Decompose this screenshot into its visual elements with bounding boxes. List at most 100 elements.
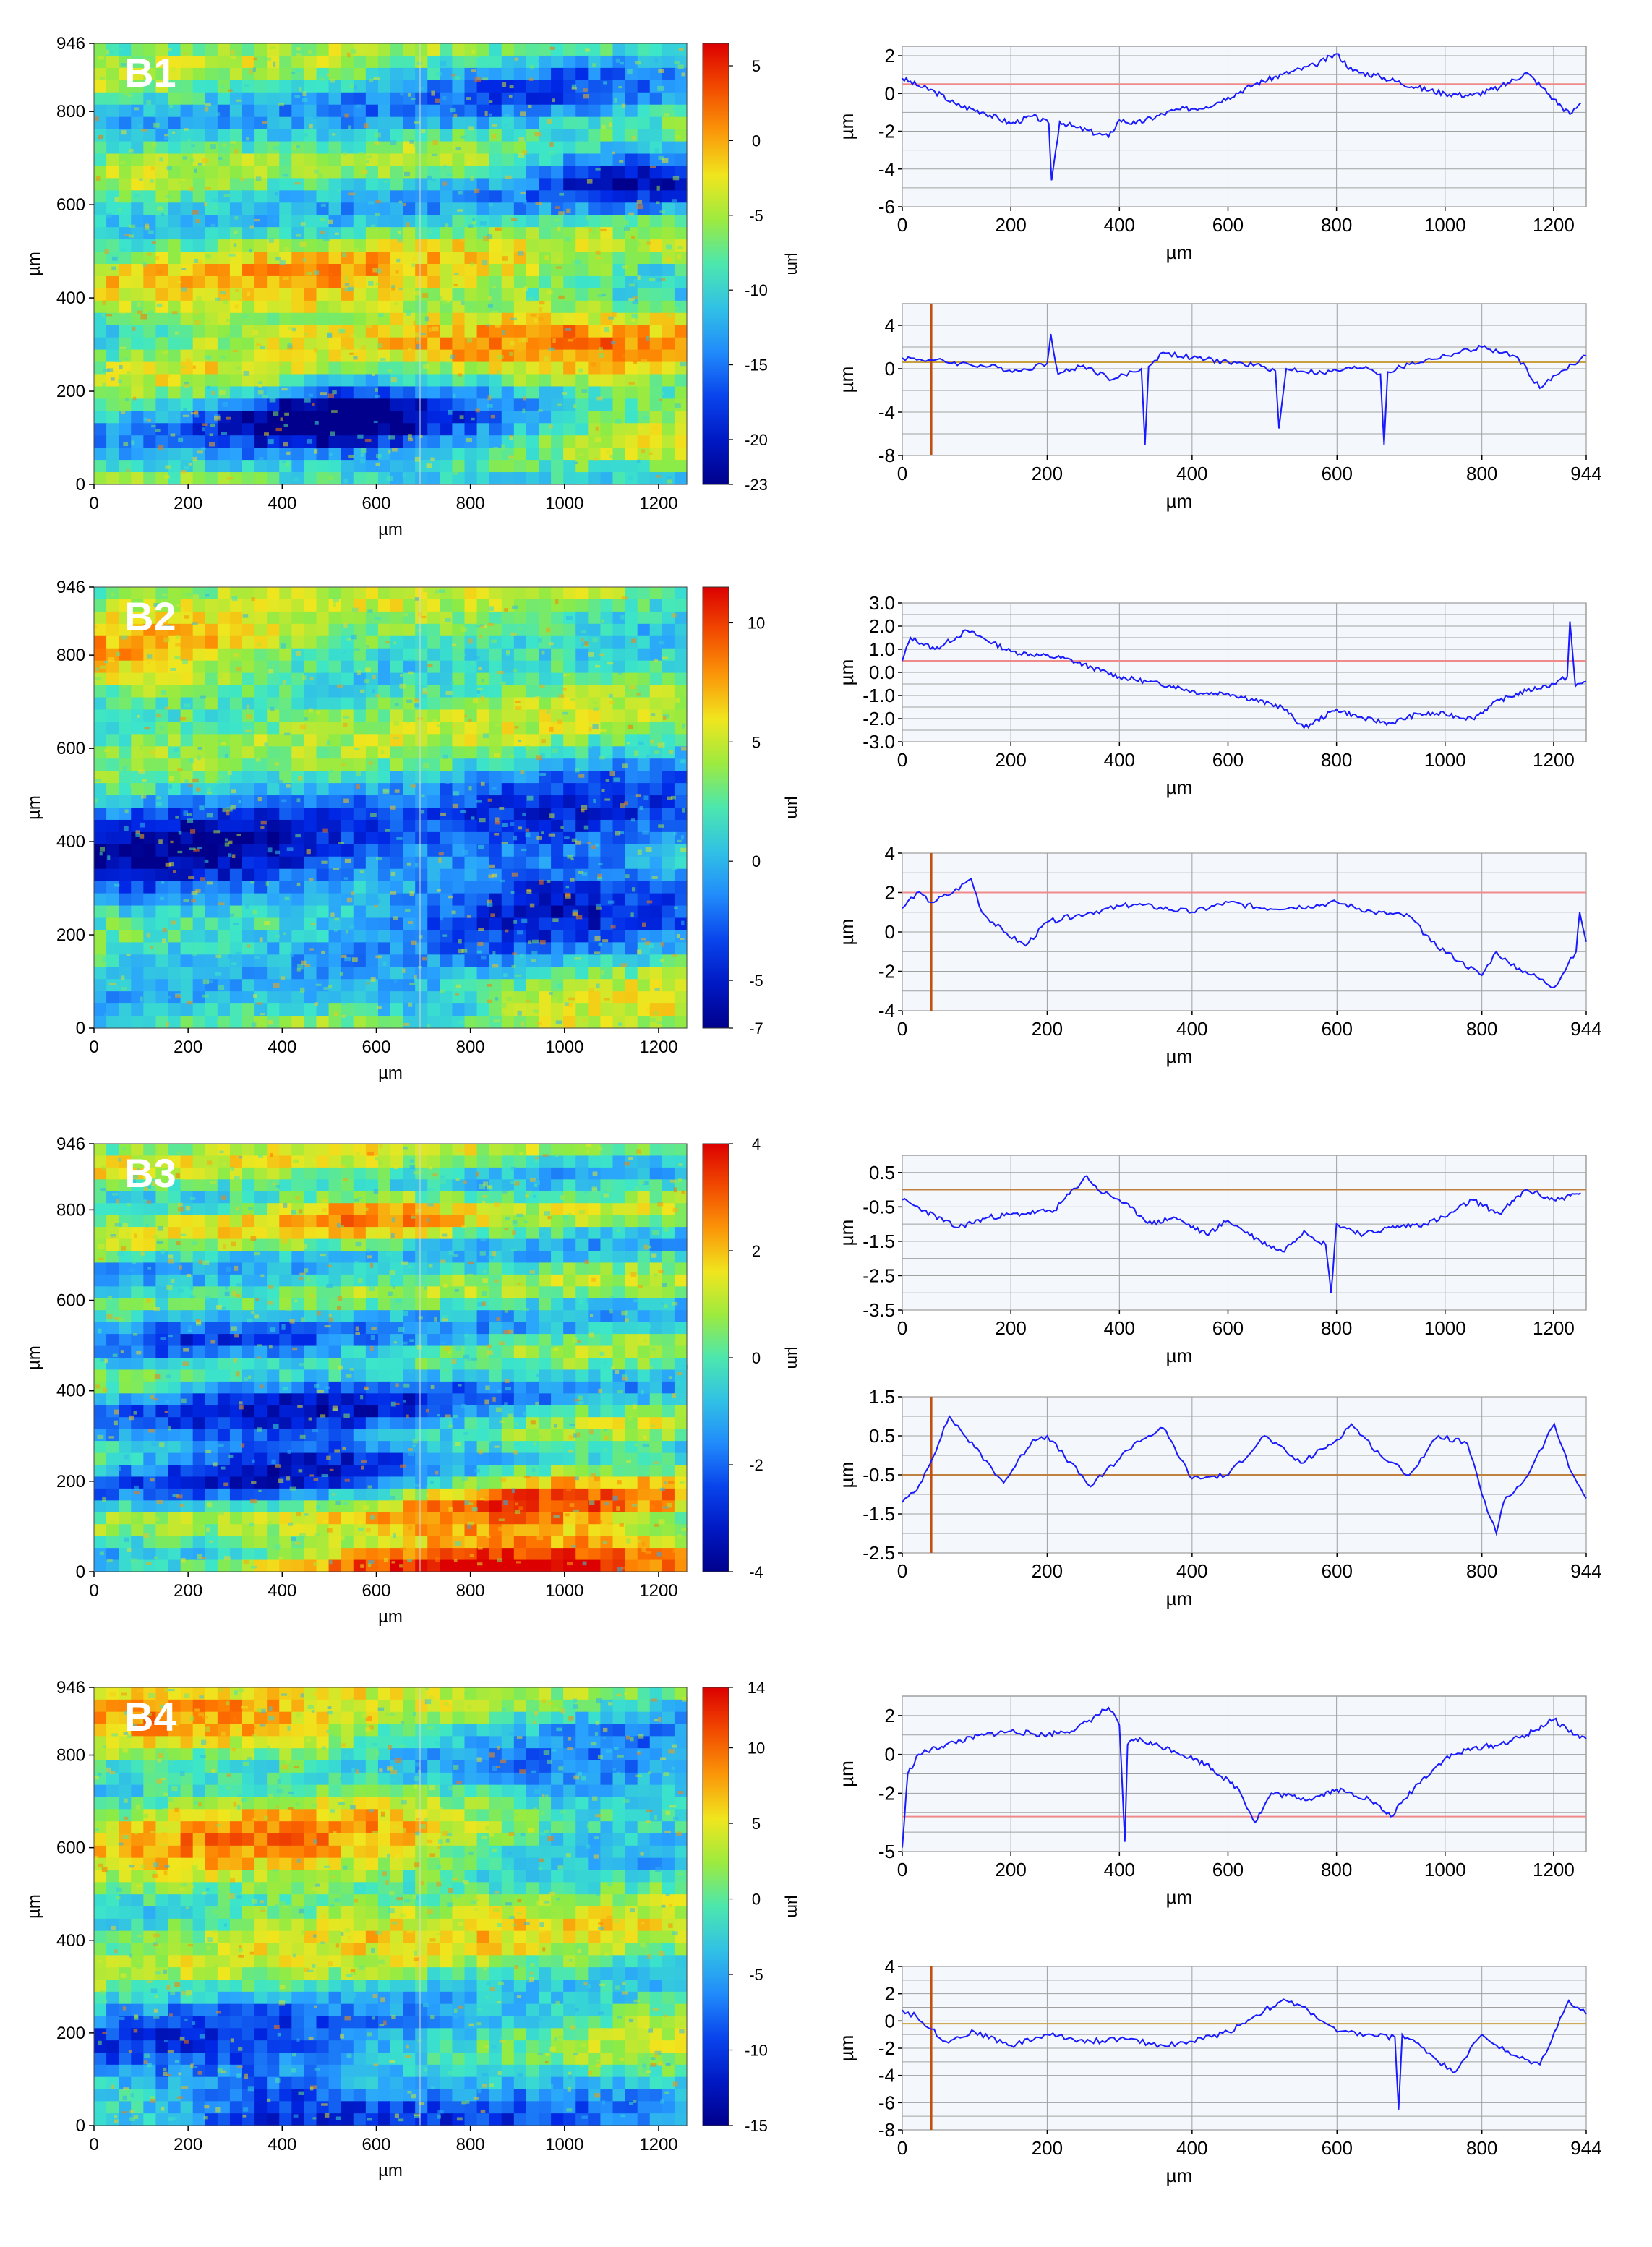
map-cell <box>229 1016 243 1029</box>
map-cell <box>353 905 367 919</box>
map-cell <box>205 129 218 142</box>
map-cell <box>662 349 675 363</box>
map-speckle <box>567 673 570 676</box>
map-speckle <box>306 849 311 855</box>
map-cell <box>539 361 552 375</box>
map-cell <box>476 129 490 142</box>
map-cell <box>217 905 231 919</box>
map-speckle <box>453 472 458 475</box>
map-cell <box>452 893 466 907</box>
map-speckle <box>513 920 518 924</box>
map-cell <box>229 844 243 857</box>
map-speckle <box>594 936 601 941</box>
map-cell <box>551 104 564 118</box>
map-cell <box>526 435 539 448</box>
map-speckle <box>598 942 602 946</box>
map-cell <box>513 202 527 215</box>
map-speckle <box>521 918 528 923</box>
map-speckle <box>170 840 174 844</box>
map-cell <box>205 55 218 69</box>
map-cell <box>563 153 576 167</box>
map-speckle <box>258 381 262 385</box>
map-speckle <box>675 307 678 309</box>
map-cell <box>625 104 638 118</box>
map-cell <box>415 398 428 411</box>
map-cell <box>217 460 231 473</box>
map-cell <box>415 386 428 399</box>
map-speckle <box>453 393 456 398</box>
map-speckle <box>607 662 614 665</box>
map-cell <box>551 648 564 662</box>
map-speckle <box>181 287 187 292</box>
map-speckle <box>536 836 542 840</box>
map-cell <box>674 67 688 81</box>
map-speckle <box>194 168 197 173</box>
map-cell <box>440 660 453 674</box>
map-cell <box>205 166 218 179</box>
map-cell <box>575 411 589 424</box>
map-speckle <box>636 693 641 696</box>
map-cell <box>180 967 194 980</box>
map-cell <box>551 697 564 711</box>
map-speckle <box>296 882 301 886</box>
map-speckle <box>586 179 593 184</box>
map-cell <box>131 930 144 943</box>
map-cell <box>229 264 243 277</box>
map-cell <box>464 386 478 399</box>
map-cell <box>229 623 243 637</box>
map-speckle <box>111 256 118 261</box>
map-cell <box>377 991 391 1004</box>
map-cell <box>192 423 206 436</box>
map-speckle <box>615 419 622 424</box>
map-cell <box>476 325 490 338</box>
map-cell <box>600 43 614 56</box>
map-speckle <box>656 1021 664 1024</box>
map-cell <box>168 349 181 363</box>
map-cell <box>452 623 466 637</box>
map-speckle <box>645 847 652 852</box>
map-speckle <box>565 885 570 889</box>
map-cell <box>155 337 169 351</box>
map-speckle <box>537 59 544 62</box>
map-cell <box>427 660 440 674</box>
map-cell <box>192 722 206 735</box>
map-cell <box>341 104 354 118</box>
map-cell <box>168 153 181 167</box>
map-speckle <box>255 758 261 762</box>
map-cell <box>551 264 564 277</box>
map-cell <box>501 264 515 277</box>
map-speckle <box>320 230 325 235</box>
map-speckle <box>628 476 633 481</box>
map-cell <box>143 325 157 338</box>
map-speckle <box>256 1002 263 1005</box>
map-speckle <box>528 77 534 81</box>
map-cell <box>316 697 330 711</box>
map-cell <box>365 930 379 943</box>
map-cell <box>205 264 218 277</box>
map-speckle <box>375 617 382 620</box>
map-speckle <box>281 976 286 980</box>
map-cell <box>192 55 206 69</box>
map-speckle <box>115 360 122 363</box>
map-speckle <box>312 403 315 406</box>
map-cell <box>649 856 663 870</box>
map-cell <box>464 215 478 228</box>
map-speckle <box>296 47 301 51</box>
map-cell <box>267 611 280 625</box>
map-speckle <box>344 113 349 118</box>
map-cell <box>291 448 305 461</box>
map-speckle <box>525 745 530 750</box>
map-speckle <box>470 262 474 266</box>
map-cell <box>637 758 651 771</box>
map-speckle <box>603 81 607 85</box>
map-speckle <box>351 891 355 896</box>
map-speckle <box>435 98 440 103</box>
map-speckle <box>606 450 611 455</box>
map-cell <box>625 239 638 252</box>
map-cell <box>575 166 589 179</box>
map-cell <box>637 337 651 351</box>
map-cell <box>365 448 379 461</box>
map-cell <box>254 722 268 735</box>
map-cell <box>501 178 515 191</box>
map-speckle <box>619 61 624 65</box>
